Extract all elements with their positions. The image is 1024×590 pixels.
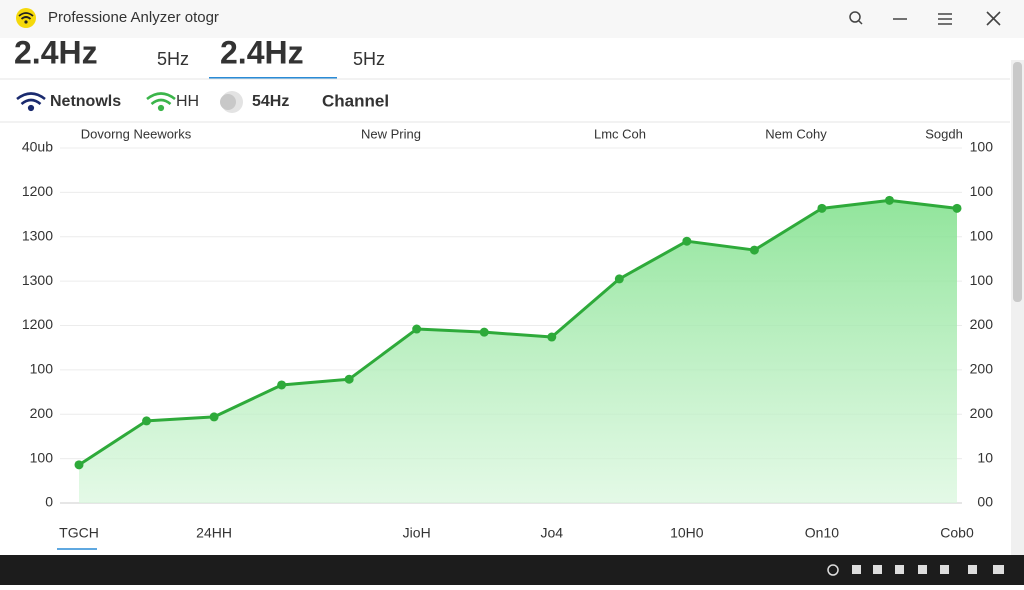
filter[interactable]: HH [176, 93, 199, 110]
y2-tick-label: 100 [970, 139, 994, 155]
y-tick-label: 1200 [22, 316, 53, 332]
taskbar [0, 555, 1024, 585]
point [749, 245, 759, 255]
line [78, 198, 958, 467]
column-label: Dovorng Neeworks [81, 126, 192, 141]
filter[interactable]: Channel [322, 91, 389, 110]
column-label: Lmc Coh [594, 126, 646, 141]
column-label: New Pring [361, 126, 421, 141]
point [614, 274, 624, 284]
x-tick-label: Jo4 [540, 525, 563, 541]
x-tick-label: On10 [805, 525, 839, 541]
tab-active[interactable]: 2.4Hz [220, 34, 304, 70]
restore-button[interactable] [938, 13, 952, 25]
y2-tick-label: 100 [970, 227, 994, 243]
point [74, 460, 84, 470]
y-tick-label: 1300 [22, 272, 53, 288]
point [479, 327, 489, 337]
app-icon [16, 8, 36, 28]
x-tick-label: JioH [403, 525, 431, 541]
close-button[interactable] [986, 11, 1001, 26]
point [817, 203, 827, 213]
search-button[interactable] [849, 11, 863, 25]
y-tick-label: 0 [45, 494, 53, 510]
y-tick-label: 1300 [22, 227, 53, 243]
tab[interactable]: 5Hz [353, 49, 385, 69]
taskbar-icons [827, 564, 1004, 576]
point [277, 380, 287, 390]
y2-tick-label: 100 [970, 183, 994, 199]
y2-tick-label: 200 [970, 361, 994, 377]
y2-tick-label: 100 [970, 272, 994, 288]
tab[interactable]: 2.4Hz [14, 34, 98, 70]
column-label: Sogdh [925, 126, 963, 141]
scrollbar-thumb[interactable] [1013, 62, 1022, 302]
tab[interactable]: 5Hz [157, 49, 189, 69]
y2-tick-label: 10 [977, 449, 993, 465]
toggle-icon [220, 91, 243, 113]
y-tick-label: 200 [30, 405, 54, 421]
y2-tick-label: 00 [977, 494, 993, 510]
filter[interactable]: Netnowls [50, 93, 121, 110]
wifi-icon [16, 92, 46, 112]
window-title: Professione Anlyzer otogr [48, 9, 219, 26]
y-tick-label: 1200 [22, 183, 53, 199]
x-tick-label: Cob0 [940, 525, 974, 541]
y-tick-label: 100 [30, 361, 54, 377]
y-tick-label: 100 [30, 449, 54, 465]
filter[interactable]: 54Hz [252, 93, 289, 110]
point [952, 203, 962, 213]
point [682, 236, 692, 246]
title-bar [0, 0, 1024, 38]
point [344, 374, 354, 384]
area [79, 200, 957, 504]
x-tick-label: 10H0 [670, 525, 704, 541]
point [884, 195, 894, 205]
x-tick-label: TGCH [59, 525, 99, 541]
y2-tick-label: 200 [970, 316, 994, 332]
wifi-icon [146, 92, 176, 112]
y2-tick-label: 200 [970, 405, 994, 421]
column-label: Nem Cohy [765, 126, 827, 141]
x-tick-label: 24HH [196, 525, 232, 541]
y-tick-label: 40ub [22, 139, 53, 155]
point [412, 324, 422, 334]
point [142, 416, 152, 426]
point [547, 332, 557, 342]
point [209, 412, 219, 422]
